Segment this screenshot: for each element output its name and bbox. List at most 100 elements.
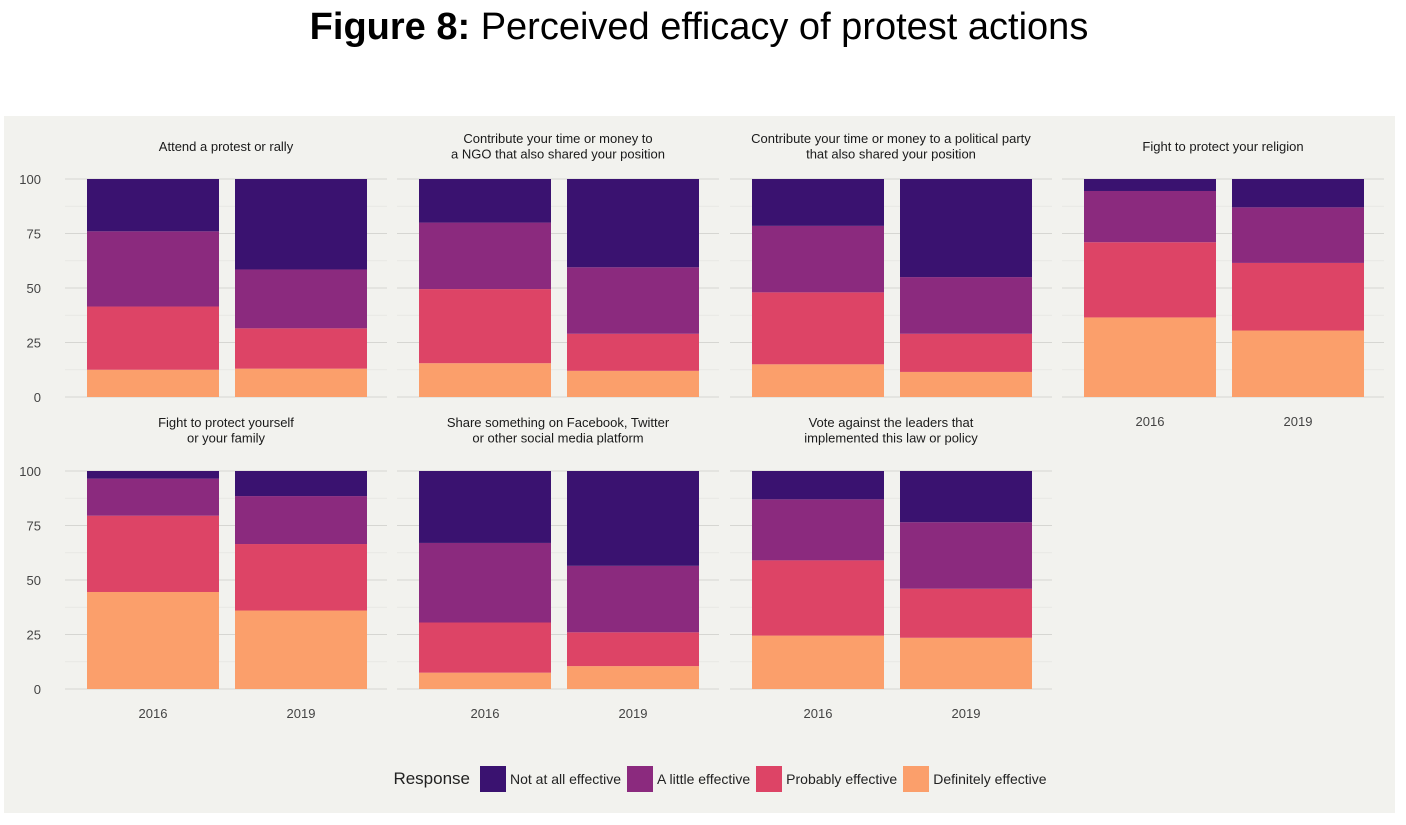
bar-segment-a-little-2016 — [87, 231, 219, 307]
bar-segment-a-little-2016 — [1084, 190, 1216, 243]
bar-segment-a-little-2016 — [752, 499, 884, 561]
bar-segment-probably-2016 — [752, 292, 884, 365]
y-tick-label: 50 — [27, 281, 41, 296]
panel-title-3: that also shared your position — [806, 147, 976, 162]
y-tick-label: 25 — [27, 628, 41, 643]
legend-label-probably: Probably effective — [786, 771, 898, 787]
panel-title-6: Share something on Facebook, Twitter — [447, 415, 670, 430]
y-tick-label: 75 — [27, 519, 41, 534]
bar-segment-not-at-all-2016 — [419, 471, 551, 543]
bar-segment-probably-2016 — [419, 622, 551, 673]
y-tick-label: 25 — [27, 336, 41, 351]
bar-segment-a-little-2019 — [235, 496, 367, 545]
legend-item-probably-effective: Probably effective — [756, 766, 897, 792]
legend-swatch-definitely — [903, 766, 930, 792]
legend-item-definitely-effective: Definitely effective — [903, 766, 1047, 792]
bar-segment-a-little-2016 — [87, 478, 219, 516]
y-tick-label: 0 — [34, 682, 41, 697]
bar-segment-definitely-2019 — [235, 610, 367, 689]
bar-segment-a-little-2019 — [900, 277, 1032, 334]
bar-segment-definitely-2016 — [87, 591, 219, 689]
bar-segment-definitely-2016 — [419, 672, 551, 689]
panel-title-5: Fight to protect yourself — [158, 415, 294, 430]
panel-title-2: a NGO that also shared your position — [451, 147, 665, 162]
legend-swatch-a-little — [627, 766, 654, 792]
bar-segment-definitely-2019 — [900, 371, 1032, 397]
bar-segment-a-little-2019 — [1232, 207, 1364, 263]
bar-segment-definitely-2016 — [752, 635, 884, 689]
bar-segment-definitely-2019 — [900, 637, 1032, 689]
panel-title-3: Contribute your time or money to a polit… — [751, 131, 1031, 146]
bar-segment-not-at-all-2019 — [567, 471, 699, 566]
bar-segment-definitely-2019 — [567, 666, 699, 689]
bar-segment-not-at-all-2019 — [900, 179, 1032, 278]
bar-segment-probably-2016 — [87, 306, 219, 370]
bar-segment-not-at-all-2016 — [752, 471, 884, 500]
bar-segment-a-little-2016 — [419, 222, 551, 290]
bar-segment-definitely-2016 — [87, 369, 219, 397]
legend-swatch-probably — [756, 766, 783, 792]
panel-title-2: Contribute your time or money to — [463, 131, 652, 146]
panel-title-4: Fight to protect your religion — [1142, 139, 1303, 154]
bar-segment-a-little-2019 — [567, 267, 699, 334]
legend-title: Response — [393, 769, 470, 788]
x-tick-label-2016: 2016 — [471, 706, 500, 721]
y-tick-label: 100 — [19, 464, 41, 479]
bar-segment-definitely-2019 — [567, 370, 699, 397]
x-tick-label-2016: 2016 — [804, 706, 833, 721]
bar-segment-definitely-2016 — [419, 363, 551, 397]
bar-segment-probably-2016 — [87, 515, 219, 592]
legend-item-a-little-effective: A little effective — [627, 766, 750, 792]
y-tick-label: 50 — [27, 573, 41, 588]
x-tick-label-2019: 2019 — [1284, 414, 1313, 429]
bar-segment-a-little-2016 — [419, 542, 551, 623]
x-tick-label-2016: 2016 — [1136, 414, 1165, 429]
x-tick-label-2016: 2016 — [139, 706, 168, 721]
legend-swatch-not-at-all — [480, 766, 506, 792]
x-tick-label-2019: 2019 — [287, 706, 316, 721]
legend-item-not-at-all-effective: Not at all effective — [480, 766, 621, 792]
y-tick-label: 0 — [34, 390, 41, 405]
bar-segment-not-at-all-2016 — [87, 471, 219, 479]
bar-segment-probably-2019 — [900, 588, 1032, 638]
bar-segment-definitely-2016 — [1084, 317, 1216, 397]
bar-segment-probably-2016 — [419, 289, 551, 364]
bar-segment-not-at-all-2019 — [567, 179, 699, 268]
bar-segment-not-at-all-2019 — [235, 179, 367, 270]
bar-segment-not-at-all-2016 — [752, 179, 884, 226]
bar-segment-not-at-all-2019 — [235, 471, 367, 497]
legend-label-definitely: Definitely effective — [933, 771, 1047, 787]
bar-segment-probably-2016 — [752, 560, 884, 636]
bar-segment-a-little-2016 — [752, 225, 884, 293]
bar-segment-probably-2019 — [567, 632, 699, 667]
panel-title-6: or other social media platform — [472, 431, 643, 446]
bar-segment-a-little-2019 — [235, 269, 367, 329]
bar-segment-not-at-all-2016 — [87, 179, 219, 232]
bar-segment-probably-2019 — [235, 544, 367, 611]
bar-segment-definitely-2019 — [235, 368, 367, 397]
bar-segment-probably-2016 — [1084, 242, 1216, 318]
bar-segment-definitely-2016 — [752, 364, 884, 397]
bar-segment-a-little-2019 — [567, 565, 699, 633]
figure-title: Figure 8: Perceived efficacy of protest … — [0, 6, 1398, 49]
panel-title-7: implemented this law or policy — [804, 431, 978, 446]
x-tick-label-2019: 2019 — [619, 706, 648, 721]
legend-label-a-little: A little effective — [657, 771, 751, 787]
bar-segment-definitely-2019 — [1232, 330, 1364, 397]
bar-segment-not-at-all-2019 — [1232, 179, 1364, 208]
y-tick-label: 75 — [27, 227, 41, 242]
legend-label-not-at-all: Not at all effective — [510, 771, 622, 787]
figure-label: Figure 8: — [309, 6, 471, 48]
y-tick-label: 100 — [19, 172, 41, 187]
bar-segment-a-little-2019 — [900, 522, 1032, 589]
bar-segment-probably-2019 — [235, 328, 367, 369]
legend: Response Not at all effective A little e… — [20, 766, 1406, 792]
panel-title-5: or your family — [187, 431, 266, 446]
bar-segment-probably-2019 — [1232, 262, 1364, 331]
panel-title-1: Attend a protest or rally — [159, 139, 294, 154]
bar-segment-not-at-all-2016 — [419, 179, 551, 223]
bar-segment-probably-2019 — [567, 333, 699, 371]
x-tick-label-2019: 2019 — [952, 706, 981, 721]
panel-title-7: Vote against the leaders that — [809, 415, 974, 430]
